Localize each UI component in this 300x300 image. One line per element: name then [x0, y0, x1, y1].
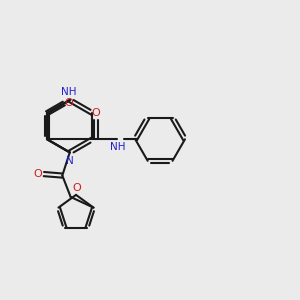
Text: O: O — [72, 183, 81, 193]
Text: N: N — [66, 156, 74, 166]
Text: O: O — [64, 98, 73, 108]
Text: O: O — [34, 169, 42, 179]
Text: NH: NH — [110, 142, 126, 152]
Text: O: O — [92, 108, 100, 118]
Text: NH: NH — [61, 87, 76, 97]
